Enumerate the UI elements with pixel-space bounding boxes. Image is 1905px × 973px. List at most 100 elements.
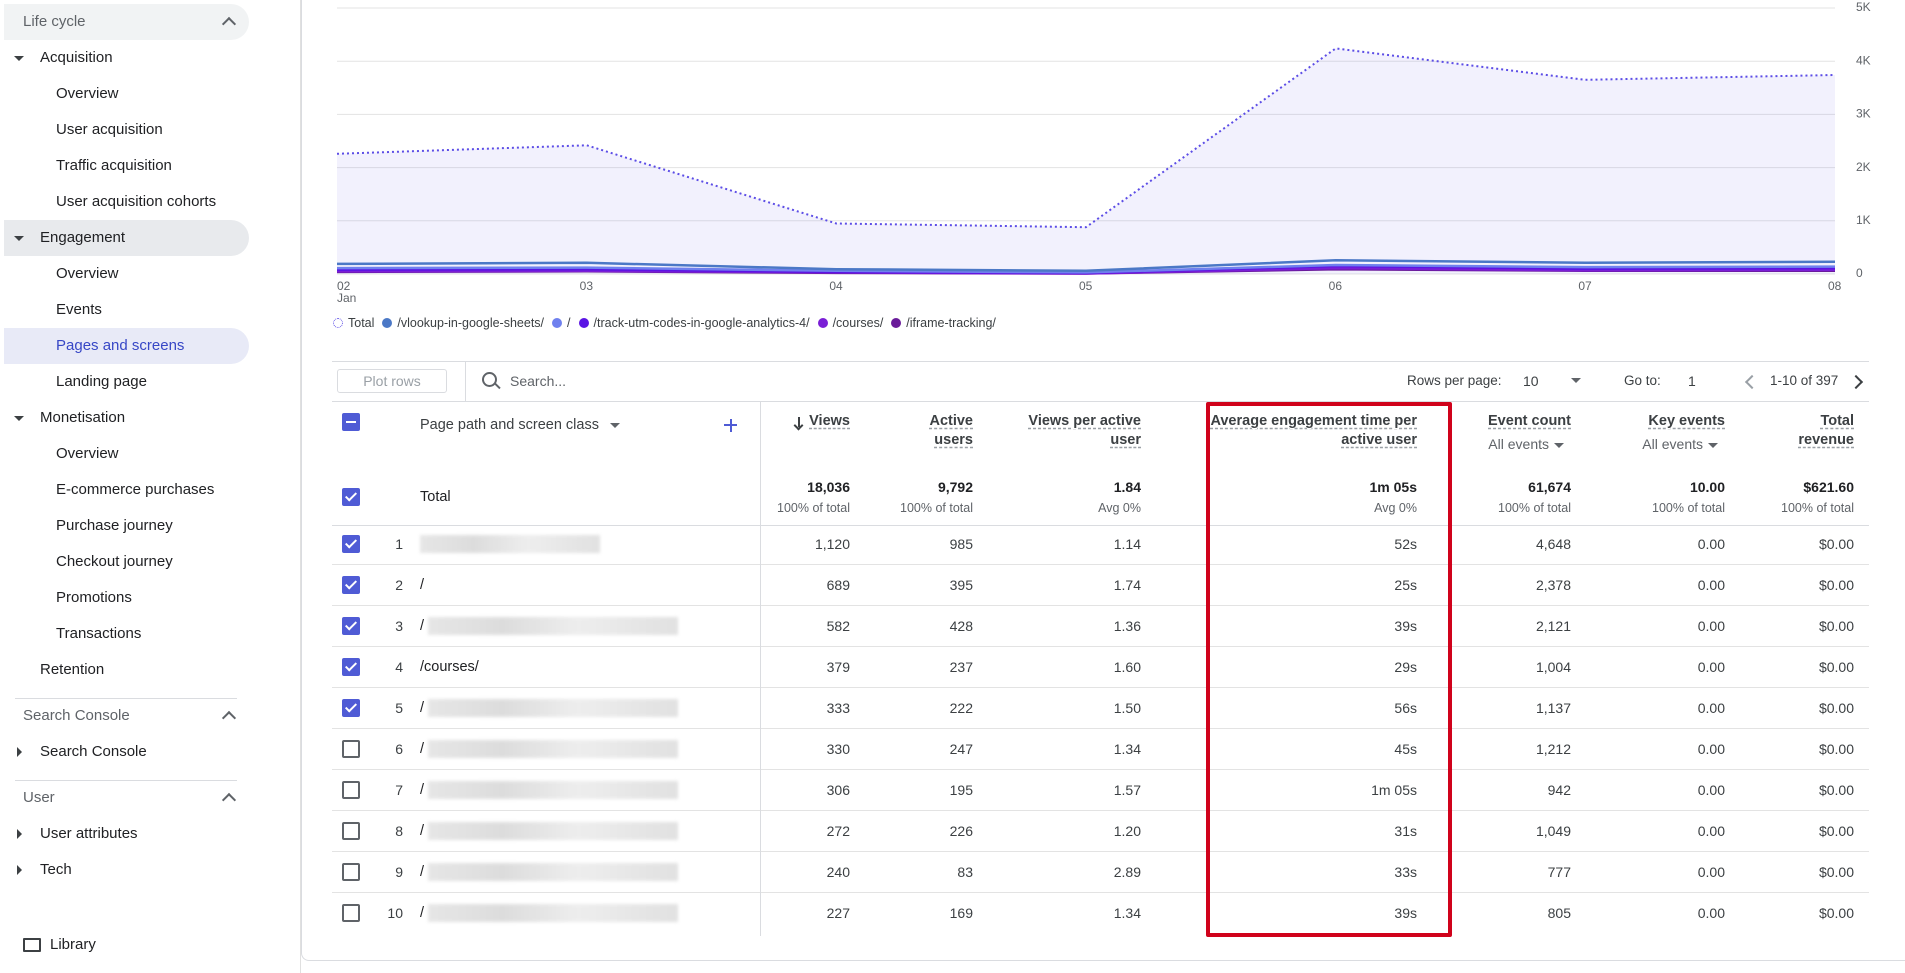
- checkbox[interactable]: [342, 576, 360, 594]
- column-header[interactable]: Views: [809, 413, 850, 429]
- section-title[interactable]: Life cycle: [23, 13, 86, 30]
- cell-value: 0.00: [1697, 700, 1725, 716]
- cell-value: 306: [826, 782, 850, 798]
- cell-value: 395: [949, 577, 973, 593]
- nav-item[interactable]: User acquisition cohorts: [56, 193, 217, 210]
- cell-value: 1,004: [1535, 659, 1571, 675]
- column-metric-select[interactable]: All events: [1488, 436, 1549, 452]
- active-group-pill: [4, 220, 249, 256]
- checkbox[interactable]: [342, 658, 360, 676]
- cell-value: 247: [949, 741, 973, 757]
- checkbox[interactable]: [342, 822, 360, 840]
- column-header[interactable]: Total revenue: [1798, 413, 1854, 448]
- cell-value: 0.00: [1697, 536, 1725, 552]
- nav-group[interactable]: Acquisition: [40, 49, 113, 66]
- column-header[interactable]: Key events: [1648, 413, 1725, 429]
- nav-item[interactable]: Traffic acquisition: [56, 157, 172, 174]
- column-header[interactable]: Average engagement time per active user: [1210, 413, 1417, 448]
- add-dimension-v[interactable]: [729, 418, 732, 432]
- nav-group[interactable]: Retention: [40, 661, 105, 678]
- redacted-text: [428, 822, 678, 840]
- nav-group[interactable]: User attributes: [40, 825, 138, 842]
- chevron-icon[interactable]: [221, 792, 237, 808]
- nav-item[interactable]: Landing page: [56, 373, 147, 390]
- checkbox[interactable]: [342, 413, 360, 431]
- checkbox[interactable]: [342, 488, 360, 506]
- check-mark: [344, 659, 358, 672]
- nav-item[interactable]: Promotions: [56, 589, 132, 606]
- total-value: 9,792: [937, 479, 973, 495]
- nav-group[interactable]: Search Console: [40, 743, 147, 760]
- column-header[interactable]: Views per active user: [1028, 413, 1141, 448]
- section-title[interactable]: Search Console: [23, 707, 130, 724]
- nav-item[interactable]: E-commerce purchases: [56, 481, 215, 498]
- checkbox[interactable]: [342, 781, 360, 799]
- section-title[interactable]: User: [23, 789, 55, 806]
- nav-item[interactable]: Overview: [56, 445, 119, 462]
- legend-label: /: [567, 316, 571, 330]
- nav-item[interactable]: Overview: [56, 265, 119, 282]
- search-input[interactable]: Search...: [510, 373, 567, 389]
- chevron-icon[interactable]: [221, 710, 237, 726]
- nav-group[interactable]: Tech: [40, 861, 72, 878]
- cell-value: 0.00: [1697, 864, 1725, 880]
- checkbox[interactable]: [342, 863, 360, 881]
- checkbox[interactable]: [342, 535, 360, 553]
- cell-value: 31s: [1394, 823, 1417, 839]
- total-value: 1m 05s: [1369, 479, 1417, 495]
- indeterminate-mark: [346, 421, 356, 423]
- legend-item[interactable]: /courses/: [817, 316, 883, 330]
- nav-group[interactable]: Monetisation: [40, 409, 126, 426]
- row-divider: [332, 605, 1869, 606]
- checkbox[interactable]: [342, 617, 360, 635]
- row-index: 1: [395, 536, 403, 552]
- y-tick-label: 4K: [1856, 53, 1871, 67]
- legend-marker: [333, 318, 343, 328]
- legend-item[interactable]: /: [552, 316, 571, 330]
- cell-value: 39s: [1394, 905, 1417, 921]
- nav-item[interactable]: Purchase journey: [56, 517, 173, 534]
- row-divider: [332, 564, 1869, 565]
- nav-item[interactable]: Overview: [56, 85, 119, 102]
- row-divider: [332, 851, 1869, 852]
- total-note: 100% of total: [777, 501, 850, 515]
- nav-item[interactable]: Transactions: [56, 625, 142, 642]
- row-divider: [332, 728, 1869, 729]
- redacted-text: [428, 904, 678, 922]
- column-header[interactable]: Active users: [929, 413, 973, 448]
- cell-value: $0.00: [1818, 618, 1854, 634]
- column-metric-select[interactable]: All events: [1642, 436, 1703, 452]
- dimension-header[interactable]: Page path and screen class: [420, 417, 599, 433]
- section-pill: [4, 4, 249, 40]
- page-path: /: [420, 700, 425, 716]
- checkbox[interactable]: [342, 740, 360, 758]
- column-header[interactable]: Event count: [1488, 413, 1571, 429]
- cell-value: 2,121: [1535, 618, 1571, 634]
- cell-value: 689: [826, 577, 850, 593]
- checkbox[interactable]: [342, 904, 360, 922]
- caret-icon: [1554, 443, 1564, 448]
- rows-per-page-select[interactable]: 10: [1523, 373, 1539, 389]
- row-divider: [332, 525, 1869, 526]
- caret-icon: [14, 416, 24, 421]
- caret-icon: [17, 747, 22, 757]
- cell-value: $0.00: [1818, 741, 1854, 757]
- plot-rows-button[interactable]: Plot rows: [337, 369, 447, 393]
- legend-item[interactable]: /vlookup-in-google-sheets/: [382, 316, 544, 330]
- go-to-input[interactable]: 1: [1688, 373, 1696, 389]
- legend-item[interactable]: /track-utm-codes-in-google-analytics-4/: [578, 316, 810, 330]
- nav-group[interactable]: Engagement: [40, 229, 126, 246]
- cell-value: 83: [957, 864, 973, 880]
- nav-item[interactable]: Pages and screens: [56, 337, 185, 354]
- checkbox[interactable]: [342, 699, 360, 717]
- nav-item[interactable]: User acquisition: [56, 121, 163, 138]
- row-divider: [332, 769, 1869, 770]
- nav-item[interactable]: Checkout journey: [56, 553, 173, 570]
- legend-item[interactable]: /iframe-tracking/: [891, 316, 996, 330]
- y-tick-label: 2K: [1856, 160, 1871, 174]
- nav-item[interactable]: Events: [56, 301, 102, 318]
- legend-item[interactable]: Total: [333, 316, 374, 330]
- x-sublabel: Jan: [337, 291, 356, 305]
- library-link[interactable]: Library: [50, 936, 96, 953]
- section-divider: [15, 780, 237, 781]
